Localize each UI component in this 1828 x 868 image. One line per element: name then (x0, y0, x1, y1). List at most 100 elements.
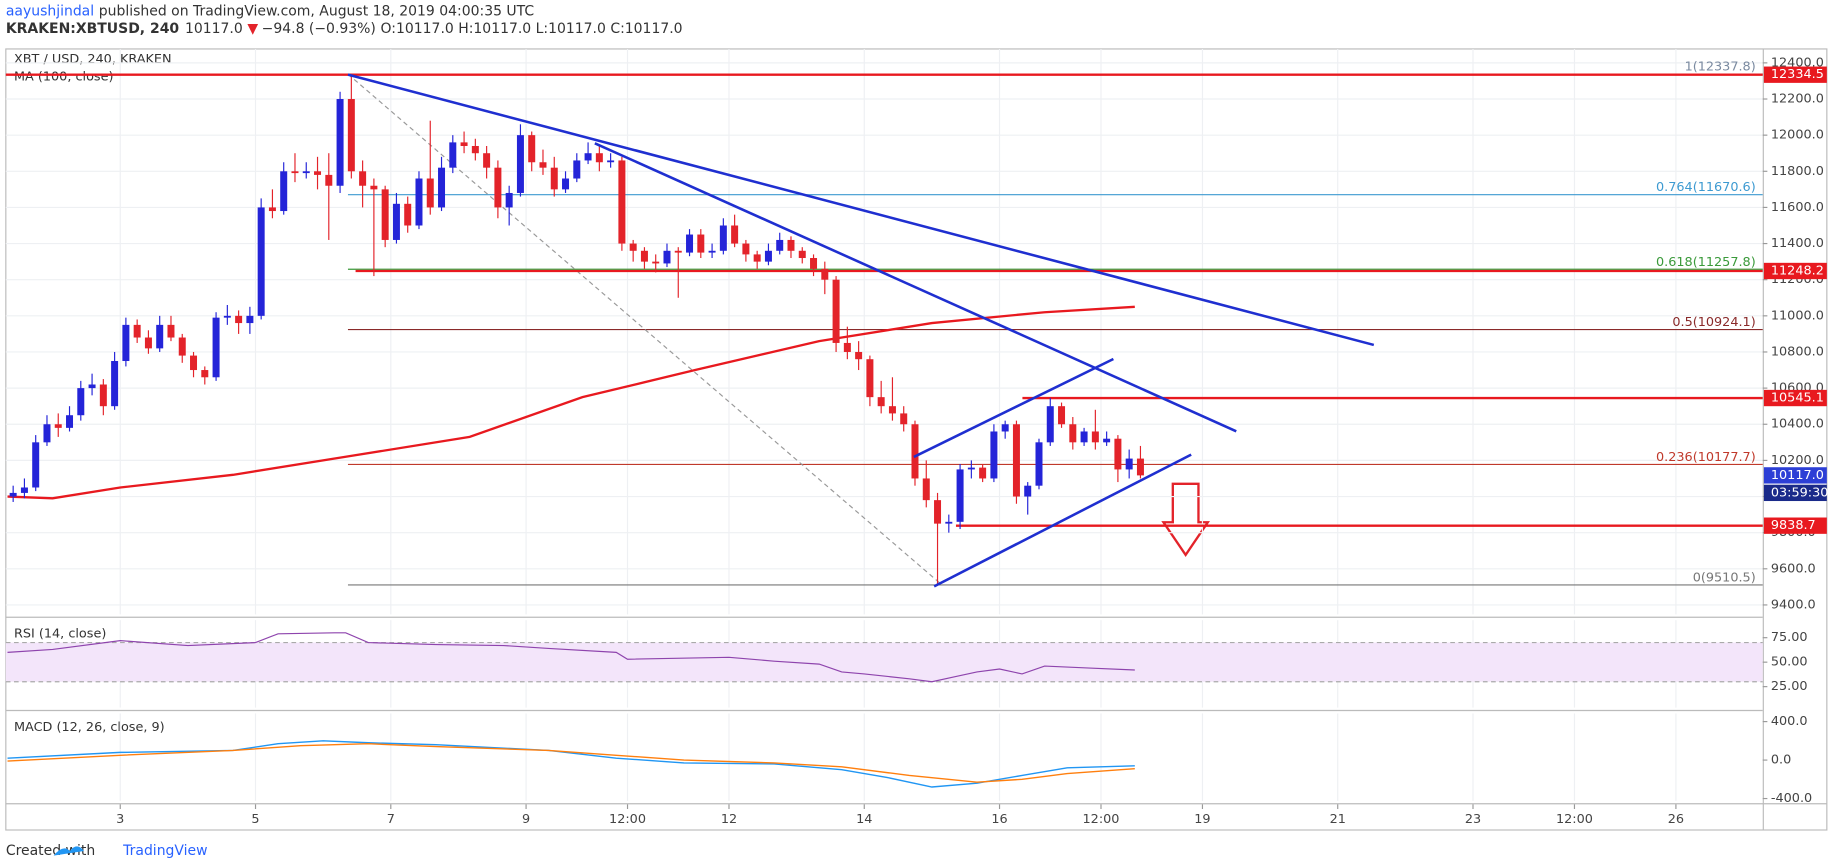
price-tag (1763, 262, 1827, 280)
last: 10117.0 (185, 21, 243, 37)
x-tick-label: 12 (721, 812, 737, 827)
candle-body (201, 370, 209, 378)
candle-body (302, 171, 310, 174)
candle-body (719, 225, 727, 251)
candle-body (821, 268, 829, 280)
candle-body (562, 178, 570, 190)
y-tick-label: 12000.0 (1771, 128, 1824, 143)
y-tick-label: 11400.0 (1771, 236, 1824, 251)
y-tick-label: 50.00 (1771, 655, 1808, 670)
candle-body (866, 359, 874, 398)
candle-body (1001, 424, 1009, 432)
change: −94.8 (−0.93%) (262, 21, 376, 37)
symbol: KRAKEN:XBTUSD, 240 (6, 21, 180, 37)
candle-body (607, 160, 615, 163)
macd-line (7, 740, 1135, 788)
y-tick-label: 11000.0 (1771, 308, 1824, 323)
candle-body (494, 167, 502, 208)
candle-body (111, 361, 119, 407)
candle-body (708, 250, 716, 253)
fib-label: 0.5(10924.1) (1672, 315, 1755, 330)
ohlc: O:10117.0 H:10117.0 L:10117.0 C:10117.0 (381, 21, 683, 37)
brand-logo (53, 846, 84, 856)
candle-body (268, 207, 276, 212)
candle-body (1046, 406, 1054, 443)
candle-body (471, 145, 479, 154)
price-tag-label: 12334.5 (1771, 67, 1824, 82)
macd-line (7, 743, 1135, 783)
candle-body (426, 178, 434, 208)
candle-body (1069, 424, 1077, 443)
brand[interactable]: TradingView (122, 843, 207, 859)
y-tick-label: 9600.0 (1771, 561, 1816, 576)
quote-line: KRAKEN:XBTUSD, 240 10117.0 ▼ −94.8 (−0.93%)… (6, 21, 683, 37)
candle-body (618, 160, 626, 244)
fib-label: 0.618(11257.8) (1656, 255, 1756, 270)
x-tick-label: 23 (1465, 812, 1481, 827)
candle-body (246, 315, 254, 324)
y-tick-label: 10800.0 (1771, 344, 1824, 359)
candle-body (392, 203, 400, 240)
candle-body (1091, 431, 1099, 443)
trendline (933, 453, 1192, 588)
created: Created with (6, 843, 95, 859)
frame (5, 48, 1828, 831)
countdown-tag (1763, 484, 1827, 502)
x-tick-label: 9 (522, 812, 530, 827)
candle-body (731, 225, 739, 244)
y-tick-label: 9400.0 (1771, 597, 1816, 612)
fib-label: 0.764(11670.6) (1656, 180, 1756, 195)
footer: Created with TradingView (6, 843, 208, 859)
candle-body (652, 261, 660, 264)
ma-label: MA (100, close) (14, 69, 114, 84)
candle-body (347, 99, 355, 172)
moving-average (7, 305, 1135, 500)
candle-body (888, 406, 896, 414)
candle-body (314, 171, 322, 175)
published: published on TradingView.com, August 18,… (99, 4, 534, 20)
candle-body (325, 174, 333, 186)
candle-body (1125, 458, 1133, 470)
candle-body (133, 324, 141, 338)
candle-body (764, 250, 772, 262)
rsi-band (5, 642, 1763, 682)
candle-body (1058, 406, 1066, 425)
macd-label: MACD (12, 26, close, 9) (14, 720, 165, 735)
candle-body (945, 521, 953, 524)
candle-body (934, 500, 942, 524)
candle-body (776, 239, 784, 251)
x-tick-label: 7 (387, 812, 395, 827)
candle-body (787, 239, 795, 251)
candle-body (1080, 431, 1088, 443)
candle-body (1114, 438, 1122, 470)
candle-body (697, 234, 705, 253)
y-tick-label: -400.0 (1771, 791, 1812, 806)
candle-body (629, 243, 637, 251)
fib-label: 0(9510.5) (1693, 570, 1756, 585)
candle-body (235, 315, 243, 324)
candle-body (505, 192, 513, 208)
x-tick-label: 12:00 (609, 812, 646, 827)
candle-body (460, 142, 468, 146)
y-tick-label: 12200.0 (1771, 92, 1824, 107)
candle-body (911, 424, 919, 479)
y-tick-label: 11600.0 (1771, 200, 1824, 215)
candle-body (223, 315, 231, 318)
candle-body (438, 167, 446, 208)
candle-body (798, 250, 806, 259)
candle-body (144, 337, 152, 349)
down-arrow (1161, 482, 1210, 557)
candle-body (990, 431, 998, 479)
price-tag-label: 9838.7 (1771, 518, 1816, 533)
candle-body (742, 243, 750, 255)
price-tag (1763, 517, 1827, 534)
candle-body (753, 254, 761, 262)
candle-body (370, 185, 378, 190)
author[interactable]: aayushjindal (6, 4, 94, 20)
rsi-line (7, 632, 1135, 683)
candle-body (550, 167, 558, 190)
candle-body (516, 135, 524, 193)
candle-body (167, 324, 175, 338)
